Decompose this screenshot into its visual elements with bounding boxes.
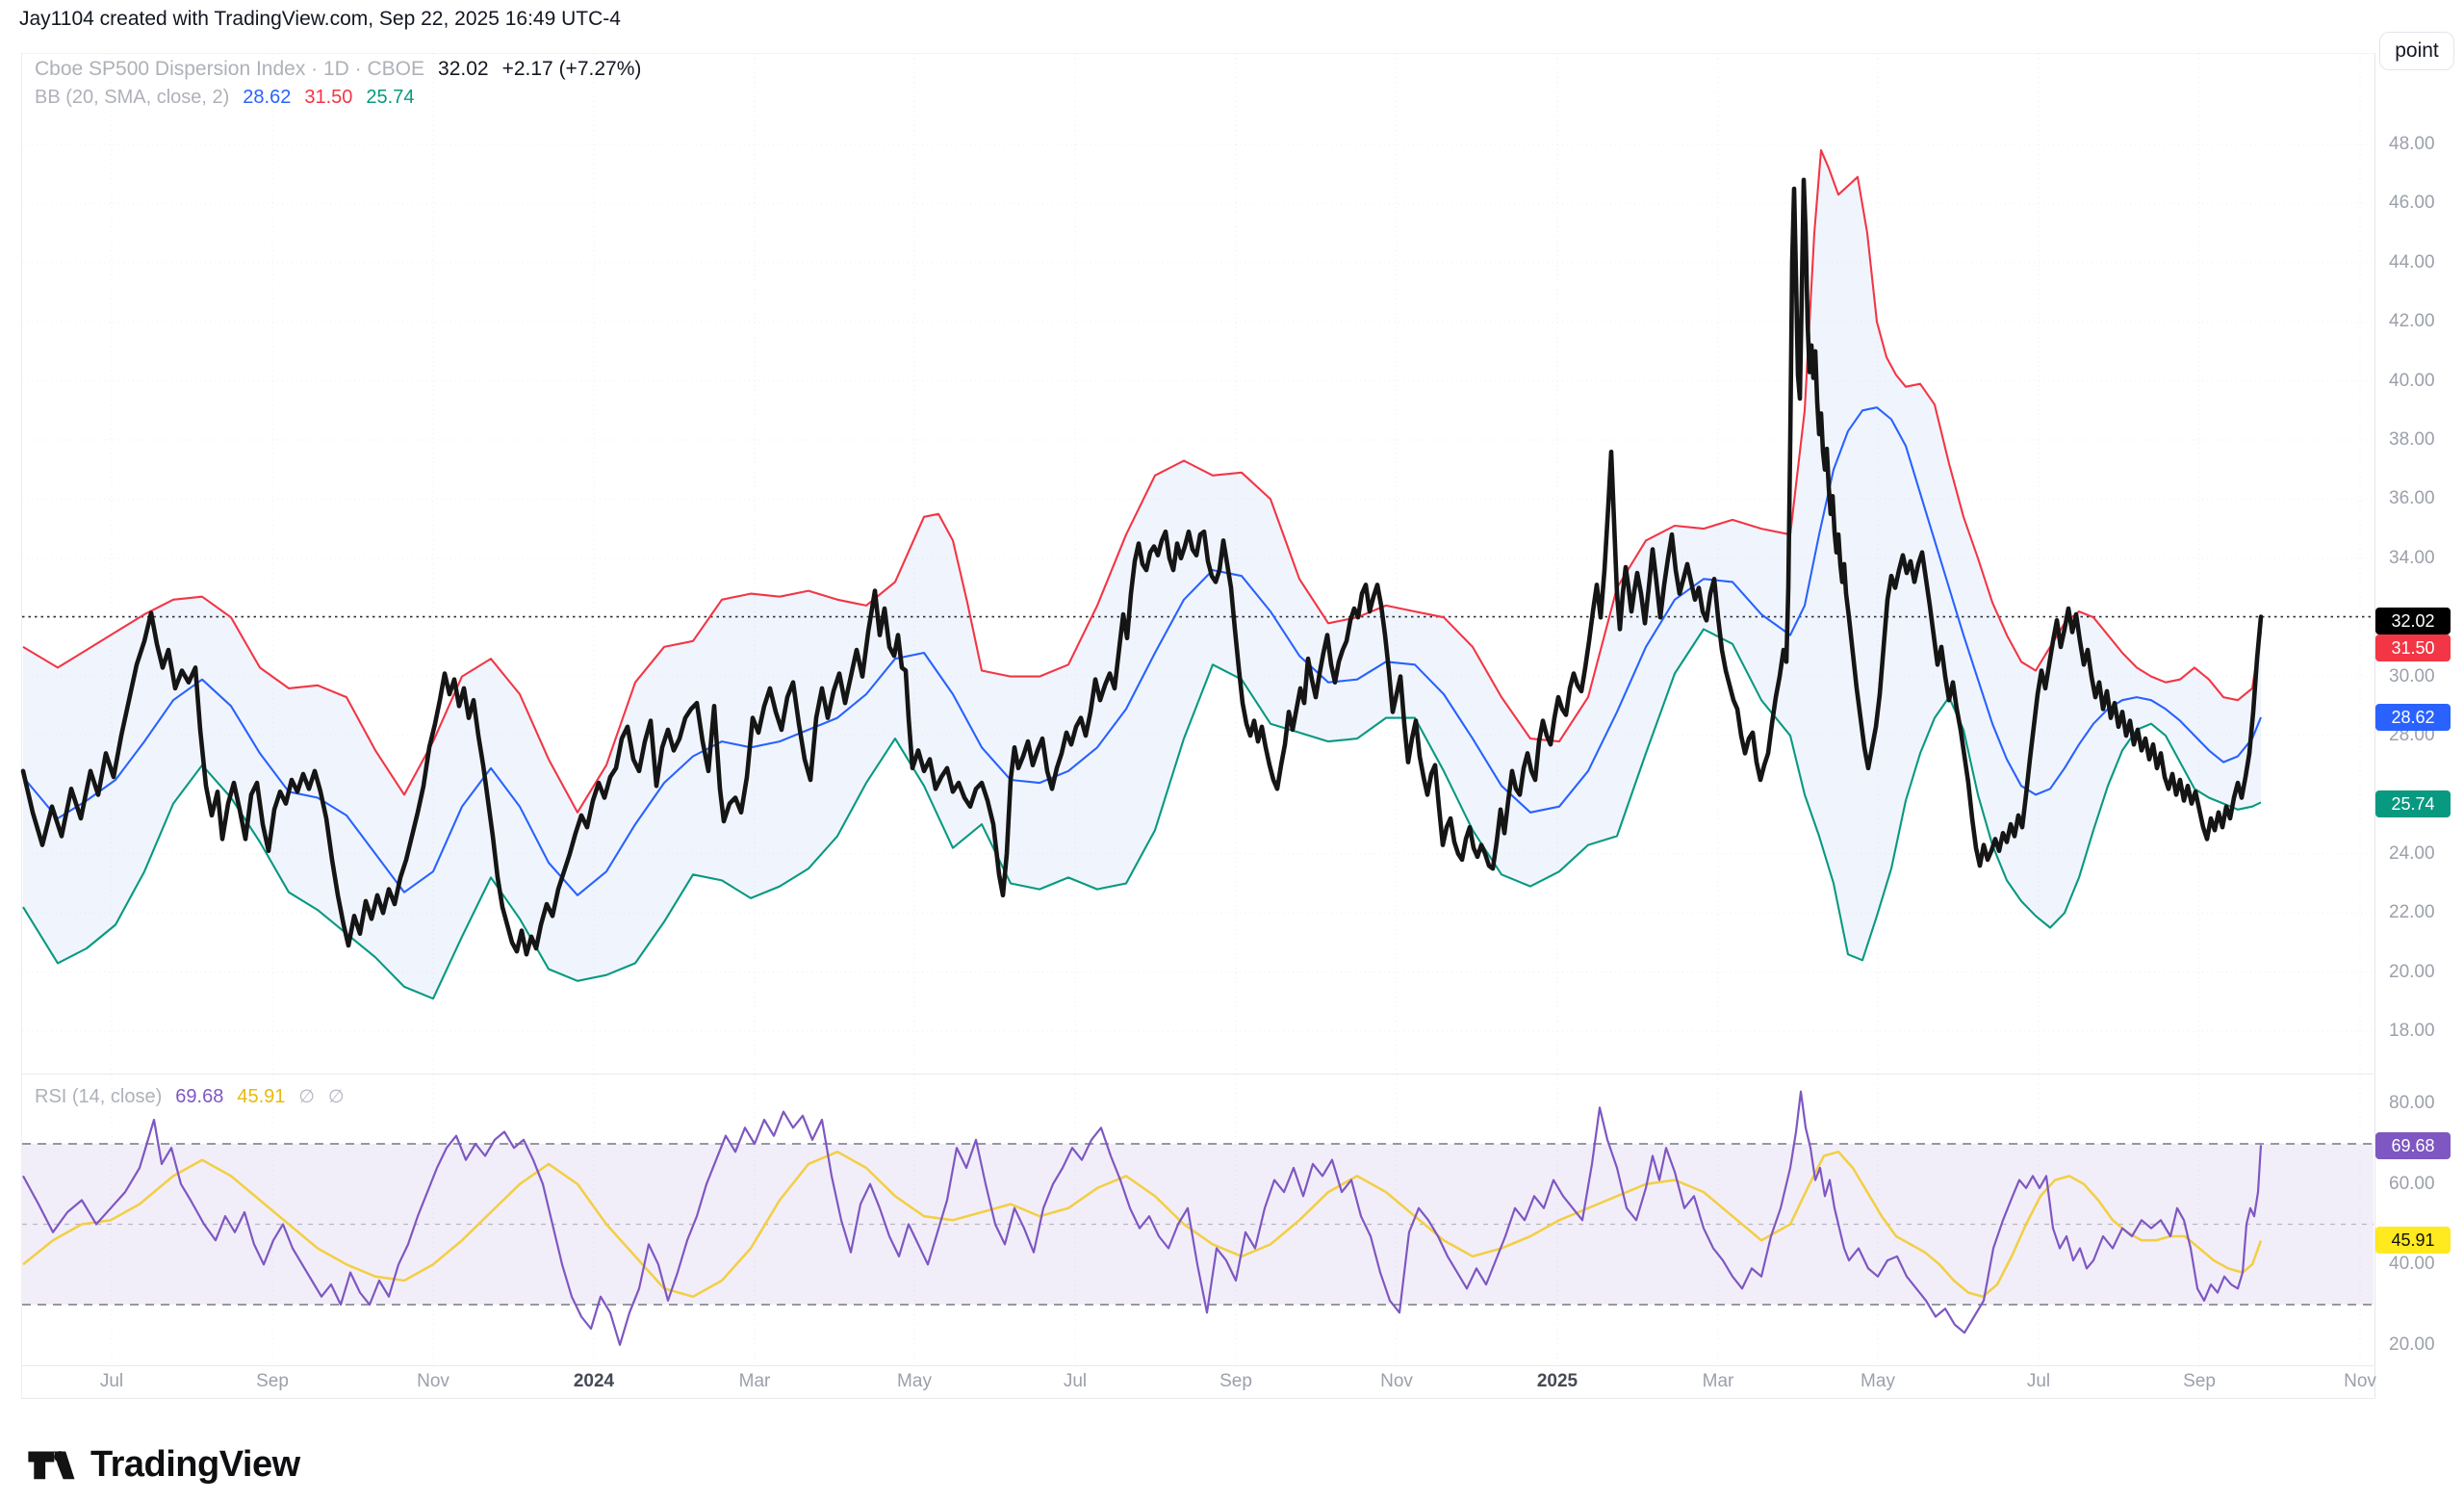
time-axis-label: 2025: [1536, 1371, 1578, 1391]
pane-separator[interactable]: [21, 1074, 2374, 1075]
price-axis-label: 20.00: [2389, 961, 2435, 982]
price-axis-label: 30.00: [2389, 665, 2435, 686]
bb-legend[interactable]: BB (20, SMA, close, 2) 28.62 31.50 25.74: [35, 87, 414, 109]
price-axis-label: 36.00: [2389, 488, 2435, 509]
rsi-axis-label: 80.00: [2389, 1093, 2435, 1114]
rsi-axis-label: 20.00: [2389, 1334, 2435, 1355]
time-axis-label: Nov: [2344, 1371, 2376, 1391]
time-axis-label: Mar: [738, 1371, 771, 1391]
tradingview-logo-text: TradingView: [90, 1443, 300, 1485]
price-axis-label: 40.00: [2389, 370, 2435, 391]
rsi-ma-value: 45.91: [237, 1086, 286, 1107]
time-axis-label: 2024: [573, 1371, 615, 1391]
bb-fill-area: [23, 150, 2261, 999]
time-axis-label: May: [1861, 1371, 1895, 1391]
price-axis-label: 34.00: [2389, 547, 2435, 568]
price-change: +2.17 (+7.27%): [501, 58, 642, 80]
axis-value-badge: 69.68: [2375, 1132, 2451, 1159]
empty-set-icon: ∅: [298, 1087, 315, 1107]
price-axis-label: 38.00: [2389, 429, 2435, 450]
bb-lower-value: 25.74: [366, 87, 415, 108]
axis-value-badge: 32.02: [2375, 608, 2451, 634]
axis-value-badge: 31.50: [2375, 634, 2451, 661]
bb-upper-line: [22, 149, 2263, 814]
price-axis-label: 18.00: [2389, 1021, 2435, 1041]
time-axis-separator: [21, 1398, 2374, 1399]
time-axis-label: Jul: [1063, 1371, 1088, 1391]
tradingview-logo-icon: [28, 1451, 75, 1480]
attribution-text: Jay1104 created with TradingView.com, Se…: [19, 8, 621, 30]
last-price: 32.02: [438, 58, 489, 80]
symbol-legend[interactable]: Cboe SP500 Dispersion Index · 1D · CBOE …: [35, 58, 641, 81]
price-axis-label: 24.00: [2389, 842, 2435, 864]
rsi-axis-label: 40.00: [2389, 1254, 2435, 1275]
time-axis-label: Mar: [1702, 1371, 1734, 1391]
time-axis-label: Jul: [2026, 1371, 2051, 1391]
time-axis-label: Sep: [1219, 1371, 1252, 1391]
price-axis-label: 22.00: [2389, 902, 2435, 923]
price-scale-unit-button[interactable]: point: [2379, 32, 2454, 70]
axis-value-badge: 25.74: [2375, 790, 2451, 817]
price-axis-label: 44.00: [2389, 251, 2435, 272]
rsi-ma-line: [22, 1151, 2263, 1298]
price-line: [20, 177, 2264, 957]
symbol-title[interactable]: Cboe SP500 Dispersion Index · 1D · CBOE: [35, 58, 425, 80]
time-axis-label: May: [897, 1371, 932, 1391]
time-axis-label: Sep: [256, 1371, 289, 1391]
empty-set-icon: ∅: [327, 1087, 345, 1107]
time-axis-label: Jul: [99, 1371, 124, 1391]
rsi-legend[interactable]: RSI (14, close) 69.68 45.91 ∅ ∅: [35, 1086, 345, 1108]
price-axis-label: 46.00: [2389, 193, 2435, 214]
rsi-value: 69.68: [175, 1086, 224, 1107]
chart-pane-border: [21, 53, 2375, 1399]
rsi-pane-bottom-separator: [21, 1365, 2374, 1366]
axis-value-badge: 28.62: [2375, 704, 2451, 731]
bb-basis-value: 28.62: [243, 87, 292, 108]
rsi-line: [22, 1090, 2263, 1346]
rsi-label[interactable]: RSI (14, close): [35, 1086, 163, 1107]
price-axis-label: 48.00: [2389, 134, 2435, 154]
tradingview-logo[interactable]: TradingView: [25, 1438, 300, 1490]
time-axis-label: Nov: [1380, 1371, 1413, 1391]
time-axis-label: Sep: [2183, 1371, 2216, 1391]
bb-label[interactable]: BB (20, SMA, close, 2): [35, 87, 230, 108]
price-axis-label: 42.00: [2389, 311, 2435, 332]
bb-lower-line: [22, 628, 2262, 1000]
bb-upper-value: 31.50: [304, 87, 353, 108]
time-axis-label: Nov: [417, 1371, 449, 1391]
axis-value-badge: 45.91: [2375, 1227, 2451, 1254]
rsi-axis-label: 60.00: [2389, 1173, 2435, 1194]
